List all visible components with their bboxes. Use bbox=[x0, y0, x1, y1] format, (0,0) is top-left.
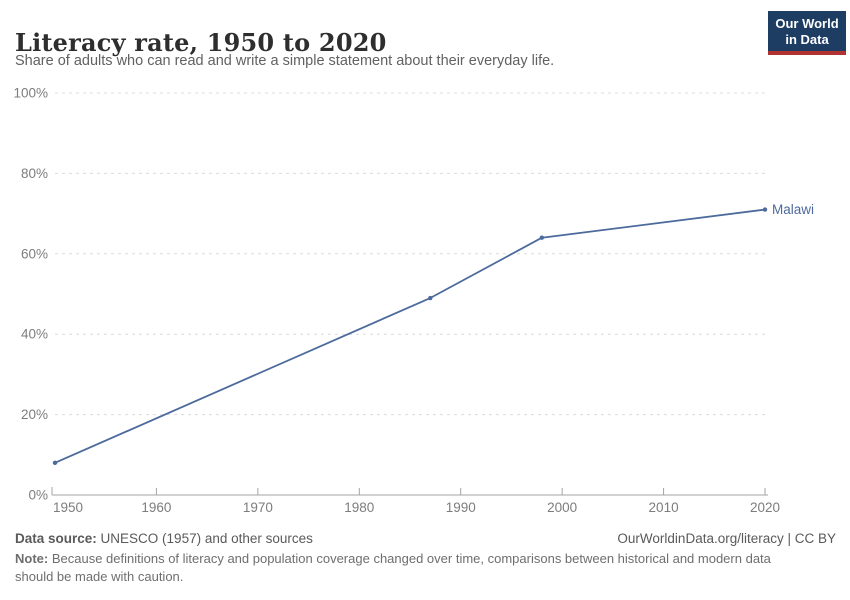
data-source-value: UNESCO (1957) and other sources bbox=[100, 531, 313, 546]
owid-logo-line1: Our World bbox=[775, 16, 839, 31]
page-title: Literacy rate, 1950 to 2020 bbox=[15, 28, 387, 58]
owid-logo[interactable]: Our World in Data bbox=[768, 11, 846, 56]
data-point-malawi-1950[interactable] bbox=[52, 460, 58, 466]
data-point-malawi-2020[interactable] bbox=[762, 207, 768, 212]
y-tick-label-100: 100% bbox=[13, 86, 48, 101]
note-label: Note: bbox=[15, 551, 49, 566]
data-point-malawi-1998[interactable] bbox=[539, 235, 545, 240]
x-tick-label-2020: 2020 bbox=[750, 500, 780, 515]
y-tick-label-0: 0% bbox=[28, 488, 48, 503]
note-line: Note: Because definitions of literacy an… bbox=[15, 550, 803, 587]
x-tick-label-2010: 2010 bbox=[649, 500, 679, 515]
note-text: Because definitions of literacy and popu… bbox=[15, 551, 771, 585]
y-tick-label-40: 40% bbox=[21, 327, 48, 342]
x-tick-label-1980: 1980 bbox=[344, 500, 374, 515]
series-line-malawi[interactable] bbox=[54, 208, 766, 464]
y-tick-label-60: 60% bbox=[21, 246, 48, 261]
x-tick-label-1950: 1950 bbox=[53, 500, 83, 515]
series-end-label-malawi[interactable]: Malawi bbox=[772, 202, 814, 217]
x-tick-label-1960: 1960 bbox=[141, 500, 171, 515]
data-point-malawi-1987[interactable] bbox=[428, 295, 433, 301]
data-source-label: Data source: bbox=[15, 531, 97, 546]
x-tick-label-1990: 1990 bbox=[446, 500, 476, 515]
y-tick-label-80: 80% bbox=[21, 166, 48, 181]
chart-subtitle: Share of adults who can read and write a… bbox=[15, 53, 555, 69]
license-link[interactable]: OurWorldinData.org/literacy | CC BY bbox=[617, 531, 836, 546]
x-tick-label-1970: 1970 bbox=[243, 500, 273, 515]
x-tick-label-2000: 2000 bbox=[547, 500, 577, 515]
owid-logo-line2: in Data bbox=[785, 31, 829, 47]
data-source-line: Data source: UNESCO (1957) and other sou… bbox=[15, 531, 313, 546]
line-chart[interactable]: 0% 20% 40% 60% 80% 100% 1950 1960 1970 1980 1990 20… bbox=[0, 85, 850, 525]
y-tick-label-20: 20% bbox=[21, 407, 48, 422]
